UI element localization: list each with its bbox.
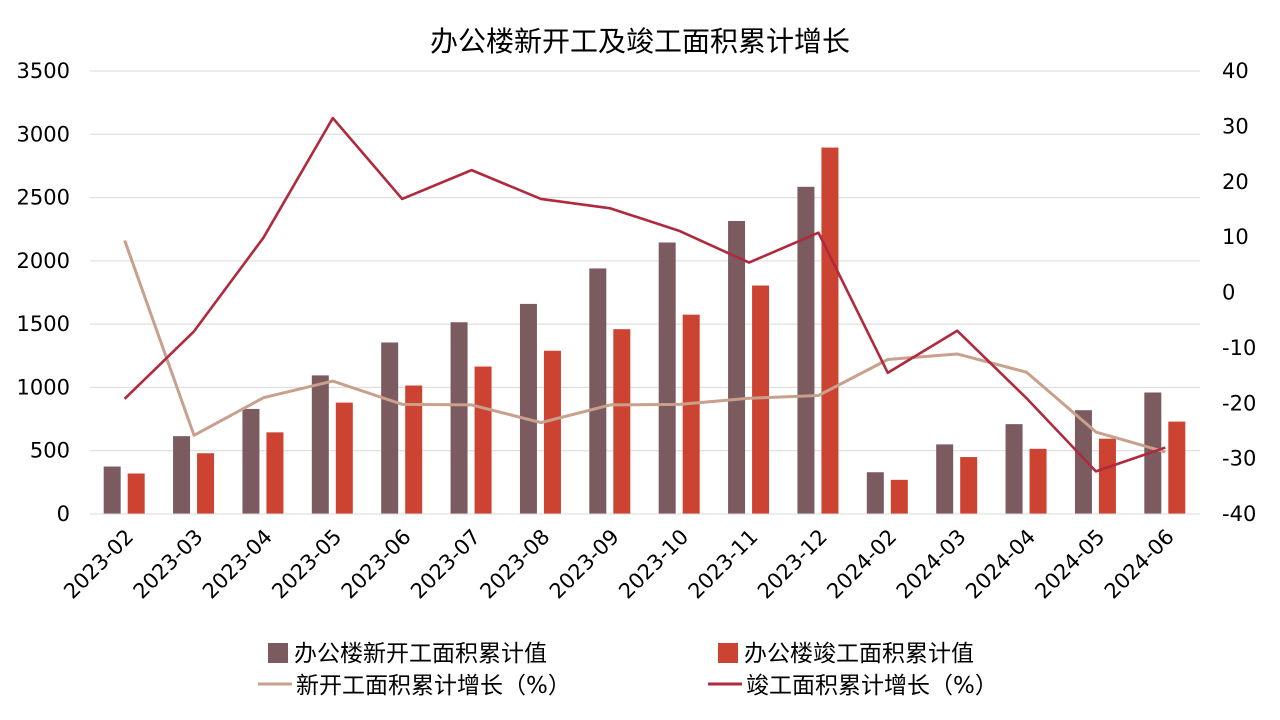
x-tick-label: 2023-12: [753, 525, 832, 604]
bar-new-start: [519, 303, 537, 514]
bar-new-start: [103, 466, 121, 514]
legend-label-new-start-bar: 办公楼新开工面积累计值: [294, 641, 547, 667]
bar-completion: [405, 385, 423, 514]
legend-swatch-completion-bar: [718, 643, 738, 663]
bar-completion: [821, 147, 839, 514]
line-new-start-growth: [123, 239, 1166, 454]
bar-completion: [543, 350, 561, 514]
right-tick-label: -10: [1222, 336, 1256, 360]
bar-completion: [890, 479, 908, 514]
x-tick-label: 2023-02: [59, 525, 138, 604]
bar-completion: [127, 473, 145, 514]
left-tick-label: 500: [30, 439, 70, 463]
x-tick-label: 2023-11: [684, 525, 763, 604]
legend-label-completion-line: 竣工面积累计增长（%）: [746, 673, 998, 699]
x-tick-label: 2024-03: [892, 525, 971, 604]
bar-series-group: [103, 147, 1186, 515]
bar-new-start: [1074, 410, 1092, 514]
bar-new-start: [450, 322, 468, 514]
bar-completion: [613, 329, 631, 514]
bar-completion: [335, 402, 353, 514]
right-tick-label: 0: [1222, 281, 1235, 305]
x-tick-label: 2023-08: [475, 525, 554, 604]
x-tick-label: 2023-03: [129, 525, 208, 604]
left-axis: 0 500 1000 1500 2000 2500 3000 3500: [17, 59, 70, 526]
bar-new-start: [1005, 424, 1023, 514]
left-tick-label: 2000: [17, 249, 70, 273]
x-tick-label: 2023-10: [614, 525, 693, 604]
left-tick-label: 0: [57, 502, 70, 526]
bar-new-start: [658, 242, 676, 515]
line-series-group: [123, 116, 1166, 473]
bar-completion: [1168, 421, 1186, 514]
x-tick-label: 2023-07: [406, 525, 485, 604]
bar-new-start: [311, 375, 329, 514]
bar-completion: [960, 457, 978, 514]
x-tick-label: 2024-06: [1100, 525, 1179, 604]
x-tick-label: 2023-05: [267, 525, 346, 604]
right-tick-label: -20: [1222, 391, 1256, 415]
bar-new-start: [728, 220, 746, 515]
legend: 办公楼新开工面积累计值 办公楼竣工面积累计值 新开工面积累计增长（%） 竣工面积…: [258, 641, 998, 699]
right-tick-label: 40: [1222, 59, 1249, 83]
bar-completion: [474, 366, 492, 514]
legend-label-completion-bar: 办公楼竣工面积累计值: [744, 641, 974, 667]
bar-new-start: [797, 186, 815, 514]
bar-new-start: [589, 268, 607, 514]
x-tick-label: 2023-04: [198, 525, 277, 604]
right-tick-label: -40: [1222, 502, 1256, 526]
bar-completion: [197, 453, 215, 514]
x-tick-label: 2024-04: [961, 525, 1040, 604]
right-axis: -40 -30 -20 -10 0 10 20 30 40: [1222, 59, 1256, 526]
left-tick-label: 1500: [17, 312, 70, 336]
right-tick-label: 20: [1222, 170, 1249, 194]
left-tick-label: 1000: [17, 375, 70, 399]
left-tick-label: 3500: [17, 59, 70, 83]
x-tick-label: 2023-09: [545, 525, 624, 604]
right-tick-label: 10: [1222, 225, 1249, 249]
bar-completion: [266, 432, 284, 514]
bar-new-start: [866, 472, 884, 514]
chart-title: 办公楼新开工及竣工面积累计增长: [430, 25, 850, 58]
bar-completion: [752, 285, 770, 514]
bar-new-start: [173, 436, 191, 514]
legend-label-new-start-line: 新开工面积累计增长（%）: [296, 673, 571, 699]
bar-new-start: [936, 444, 954, 514]
x-tick-label: 2023-06: [337, 525, 416, 604]
bar-completion: [682, 314, 700, 514]
bar-completion: [1098, 438, 1116, 514]
x-tick-label: 2024-05: [1030, 525, 1109, 604]
line-completion-growth: [123, 116, 1166, 473]
right-tick-label: -30: [1222, 447, 1256, 471]
x-tick-label: 2024-02: [822, 525, 901, 604]
bar-new-start: [1144, 392, 1162, 514]
x-axis: 2023-022023-032023-042023-052023-062023-…: [59, 513, 1200, 604]
bar-new-start: [242, 408, 260, 514]
bar-completion: [1029, 448, 1047, 514]
left-tick-label: 2500: [17, 186, 70, 210]
bar-new-start: [381, 342, 399, 514]
right-tick-label: 30: [1222, 114, 1249, 138]
legend-swatch-new-start-bar: [268, 643, 288, 663]
left-tick-label: 3000: [17, 122, 70, 146]
